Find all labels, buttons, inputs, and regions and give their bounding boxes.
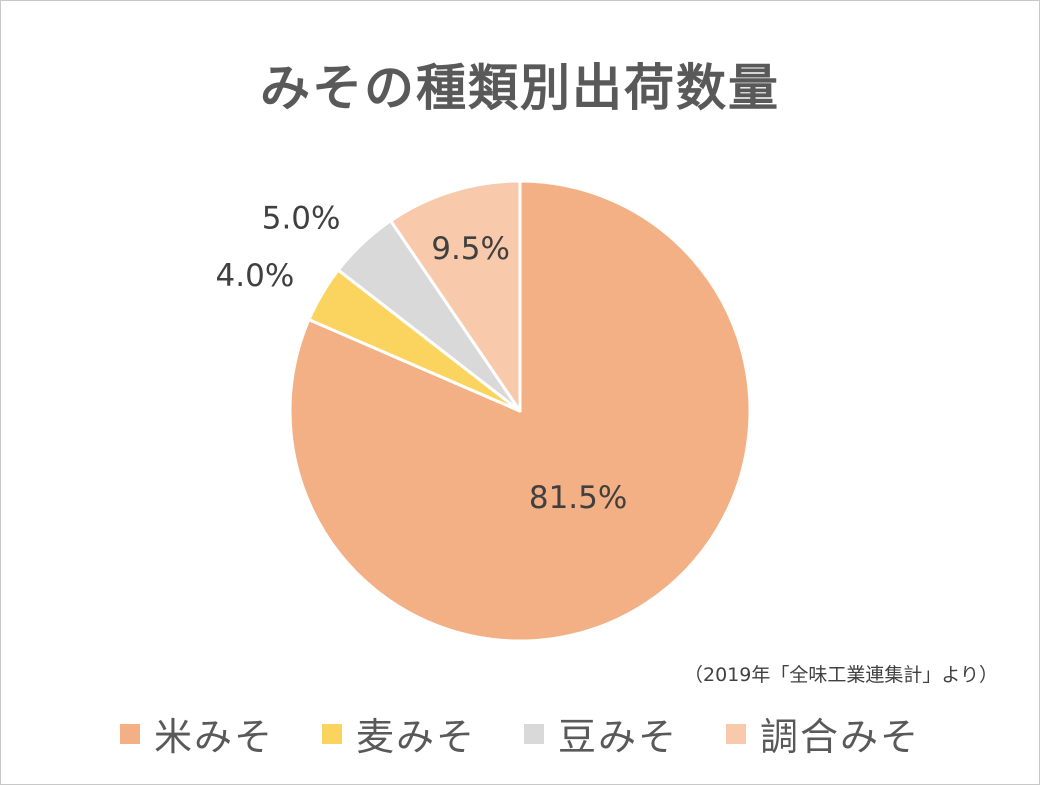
label-chogo: 9.5% <box>431 231 510 267</box>
label-mame: 5.0% <box>262 200 341 236</box>
legend-label: 麦みそ <box>355 715 476 759</box>
legend-label: 調合みそ <box>760 715 921 759</box>
legend-label: 米みそ <box>153 715 274 759</box>
legend-item-kome: 米みそ <box>119 706 274 761</box>
legend-item-chogo: 調合みそ <box>726 706 920 761</box>
source-note: （2019年「全味工業連集計」より） <box>684 664 998 686</box>
legend-item-mugi: 麦みそ <box>321 706 476 761</box>
legend-swatch <box>524 723 544 744</box>
legend-label: 豆みそ <box>558 715 679 759</box>
label-mugi: 4.0% <box>216 258 295 294</box>
slice-chogo <box>389 179 522 413</box>
label-kome: 81.5% <box>529 480 627 516</box>
legend-swatch <box>726 723 747 744</box>
legend-swatch <box>119 723 140 744</box>
chart-title: みその種類別出荷数量 <box>260 59 780 117</box>
legend: 米みそ 麦みそ 豆みそ 調合みそ <box>0 706 1040 761</box>
legend-item-mame: 豆みそ <box>524 706 678 761</box>
legend-swatch <box>321 723 342 744</box>
